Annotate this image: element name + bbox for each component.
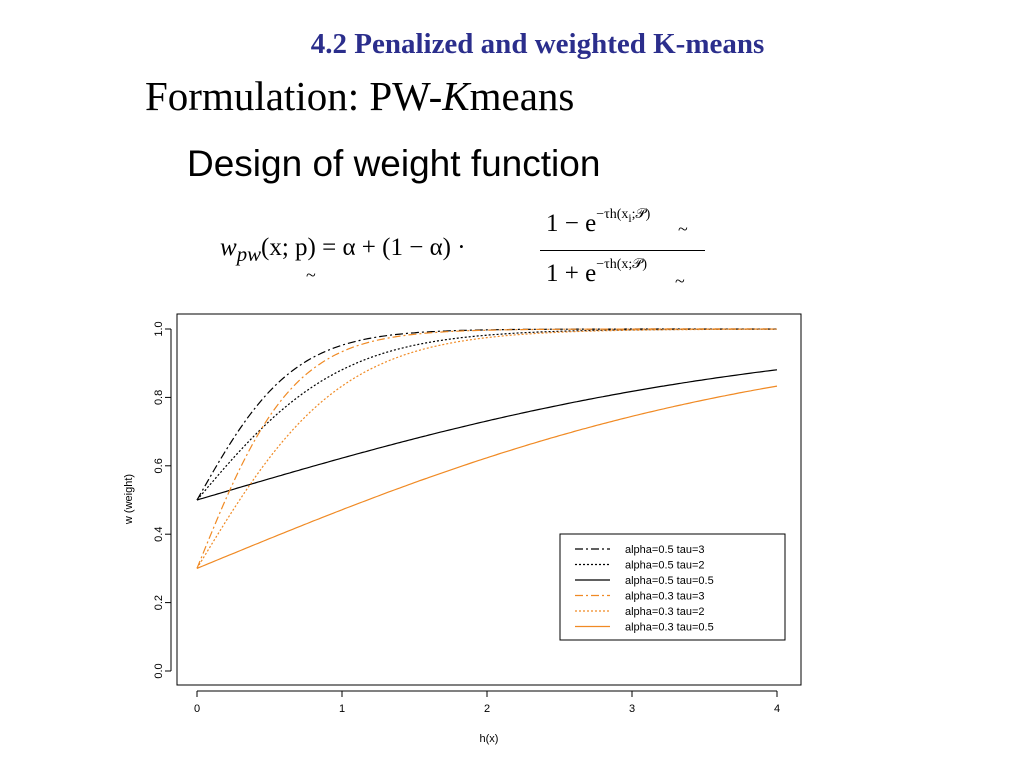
x-tick-label-3: 3: [629, 703, 635, 715]
series-line-5: [196, 385, 778, 569]
formula-tilde-num: ~: [678, 219, 688, 239]
formulation-suffix: means: [469, 73, 575, 119]
legend-label-5: alpha=0.3 tau=0.5: [625, 622, 714, 634]
axes: 0 1 2 3 4 0.0 0.2 0.4 0.6 0.8 1.0: [153, 321, 780, 715]
y-tick-label-3: 0.6: [153, 458, 165, 473]
formula-tilde-x: ~: [306, 265, 316, 285]
weight-chart: 0 1 2 3 4 0.0 0.2 0.4 0.6 0.8 1.0 alpha=0.5 tau=3 a…: [120, 312, 810, 758]
formula-args: (x; p) = α + (1 − α) ·: [261, 234, 466, 261]
series-line-0: [196, 328, 777, 501]
formula-tilde-den: ~: [675, 271, 685, 291]
formula-num-base: 1 − e: [546, 210, 597, 237]
legend-label-0: alpha=0.5 tau=3: [625, 544, 705, 556]
legend-label-1: alpha=0.5 tau=2: [625, 560, 705, 572]
legend-label-4: alpha=0.3 tau=2: [625, 606, 705, 618]
x-tick-label-1: 1: [339, 703, 345, 715]
formula-w: w: [220, 234, 237, 261]
y-tick-label-0: 0.0: [153, 663, 165, 678]
formulation-prefix: Formulation: PW-: [145, 73, 443, 119]
formula-numerator: 1 − e−τh(xi;𝒫): [546, 206, 651, 238]
slide-title: 4.2 Penalized and weighted K-means: [310, 28, 765, 60]
y-tick-label-4: 0.8: [153, 390, 165, 405]
formulation-heading: Formulation: PW-Kmeans: [145, 72, 574, 120]
formula-w-sub: pw: [236, 242, 261, 266]
weight-formula: wpw(x; p) = α + (1 − α) · ~ 1 − e−τh(xi;…: [220, 200, 720, 300]
chart-legend: alpha=0.5 tau=3 alpha=0.5 tau=2 alpha=0.5 …: [559, 533, 786, 641]
y-axis-label: w (weight): [123, 474, 135, 525]
formula-num-exp: −τh(x: [596, 206, 629, 222]
chart-svg: 0 1 2 3 40.00.20.40.60.81.0 alpha=0.5 tau=3a…: [123, 313, 802, 745]
series-line-2: [196, 369, 778, 501]
legend-label-2: alpha=0.5 tau=0.5: [625, 575, 714, 587]
legend-box: [559, 533, 786, 641]
y-tick-label-2: 0.4: [153, 527, 165, 542]
formula-denominator: 1 + e−τh(x;𝒫): [546, 256, 648, 288]
x-tick-label-4: 4: [774, 703, 780, 715]
x-tick-label-2: 2: [484, 703, 490, 715]
fraction-bar: [540, 250, 705, 251]
formula-den-base: 1 + e: [546, 260, 597, 287]
series-line-4: [196, 328, 777, 569]
formulation-italic: K: [442, 73, 470, 119]
plot-area-border: [176, 313, 802, 686]
y-tick-label-5: 1.0: [153, 321, 165, 336]
formula-num-exp-suffix: ;𝒫): [631, 206, 651, 222]
series-line-3: [196, 328, 777, 569]
legend-label-3: alpha=0.3 tau=3: [625, 591, 705, 603]
formula-den-exp: −τh(x;𝒫): [596, 256, 648, 272]
series-layer: [196, 328, 778, 569]
formula-lhs: wpw(x; p) = α + (1 − α) ·: [220, 234, 466, 267]
x-tick-label-0: 0: [194, 703, 200, 715]
section-subtitle: Design of weight function: [187, 143, 601, 184]
x-axis-label: h(x): [480, 733, 499, 745]
y-tick-label-1: 0.2: [153, 595, 165, 610]
formula-num-exp-sub: i: [628, 211, 632, 225]
